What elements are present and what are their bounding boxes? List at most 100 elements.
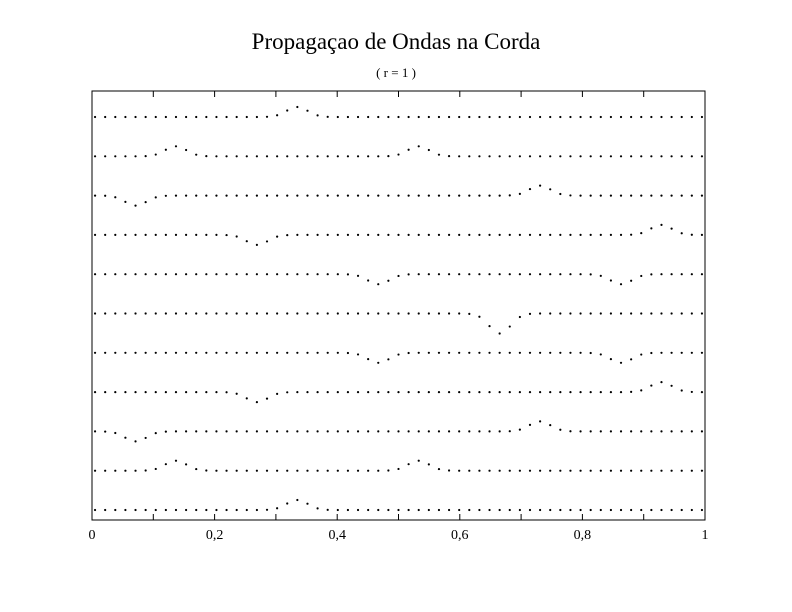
data-point: [437, 391, 441, 394]
data-point: [599, 155, 602, 158]
data-point: [589, 155, 592, 158]
data-point: [569, 273, 572, 276]
data-point: [104, 233, 107, 236]
data-point: [417, 459, 420, 462]
data-point: [579, 115, 582, 119]
data-point: [225, 115, 228, 119]
data-point: [427, 148, 430, 152]
data-point: [346, 351, 350, 355]
data-point: [296, 194, 299, 197]
data-point: [478, 469, 481, 472]
data-point: [700, 273, 704, 276]
data-point: [397, 430, 400, 433]
data-point: [255, 312, 258, 315]
data-point: [144, 391, 147, 394]
data-point: [104, 391, 107, 394]
data-point: [528, 273, 532, 276]
data-point: [184, 312, 188, 315]
x-tick-label: 0,4: [328, 528, 346, 543]
data-point: [134, 233, 137, 236]
data-point: [205, 233, 208, 237]
data-point: [245, 397, 248, 400]
data-point: [215, 273, 218, 276]
data-point: [174, 351, 178, 354]
data-point: [316, 312, 319, 315]
data-point: [660, 312, 663, 315]
data-point: [387, 358, 390, 361]
data-point: [245, 312, 248, 315]
data-point: [640, 389, 643, 392]
data-point: [387, 233, 390, 236]
data-point: [468, 233, 471, 236]
data-point: [235, 194, 238, 197]
series-row-2: [93, 145, 704, 158]
data-point: [498, 351, 501, 354]
data-point: [377, 469, 380, 472]
data-point: [336, 194, 339, 197]
x-tick-label: 0,8: [574, 528, 592, 543]
data-point: [437, 153, 441, 156]
data-point: [447, 312, 451, 315]
data-point: [377, 508, 380, 512]
data-point: [630, 508, 633, 512]
data-point: [397, 391, 400, 394]
data-point: [316, 430, 319, 433]
data-point: [609, 357, 613, 361]
data-point: [215, 194, 218, 197]
data-point: [276, 430, 279, 433]
data-point: [559, 508, 562, 512]
data-point: [377, 312, 380, 315]
data-point: [276, 312, 279, 315]
data-point: [184, 273, 188, 276]
data-point: [680, 155, 683, 158]
data-point: [377, 115, 380, 119]
data-point: [569, 115, 572, 119]
data-point: [104, 155, 107, 158]
data-point: [640, 353, 643, 356]
data-point: [518, 469, 521, 472]
data-point: [326, 430, 329, 433]
data-point: [215, 233, 218, 237]
data-point: [549, 233, 552, 236]
data-point: [589, 430, 592, 433]
data-point: [316, 233, 319, 236]
data-point: [235, 235, 238, 238]
data-point: [650, 273, 653, 276]
data-point: [174, 312, 178, 315]
data-point: [660, 194, 663, 197]
data-point: [306, 469, 309, 472]
data-point: [326, 351, 329, 354]
data-point: [670, 194, 673, 197]
data-point: [195, 391, 198, 394]
data-point: [488, 233, 491, 236]
data-point: [609, 279, 613, 282]
data-point: [549, 424, 552, 427]
data-point: [93, 273, 97, 276]
data-point: [134, 204, 137, 207]
data-point: [518, 315, 521, 319]
data-point: [458, 233, 461, 236]
data-point: [417, 430, 420, 433]
data-point: [630, 279, 633, 282]
data-point: [184, 194, 188, 197]
x-tick-label: 0,2: [206, 528, 224, 543]
data-point: [93, 508, 97, 512]
data-point: [336, 508, 339, 512]
data-point: [700, 312, 704, 315]
data-point: [559, 233, 562, 236]
data-point: [660, 469, 663, 472]
data-point: [508, 115, 511, 119]
data-point: [508, 194, 511, 197]
data-point: [174, 145, 178, 148]
data-point: [306, 391, 309, 394]
data-point: [255, 243, 258, 246]
data-point: [700, 194, 704, 197]
data-point: [407, 148, 410, 151]
data-point: [589, 469, 592, 472]
data-point: [508, 273, 511, 276]
data-point: [164, 312, 167, 315]
data-point: [104, 273, 107, 276]
data-point: [215, 469, 218, 472]
data-point: [437, 351, 441, 354]
data-point: [447, 194, 451, 197]
